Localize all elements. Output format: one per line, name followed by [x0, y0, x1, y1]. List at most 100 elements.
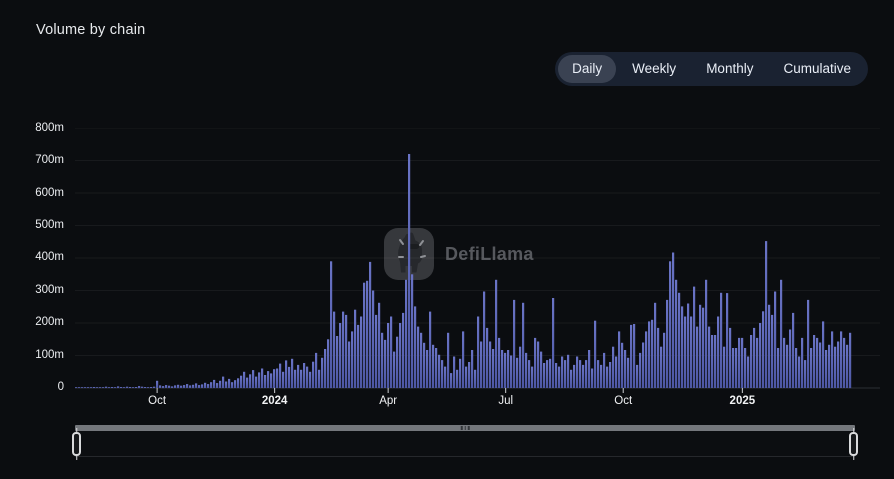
bar[interactable]: [762, 311, 765, 388]
bar[interactable]: [438, 354, 441, 388]
bar[interactable]: [396, 336, 399, 389]
bar[interactable]: [144, 387, 147, 388]
tab-cumulative[interactable]: Cumulative: [783, 61, 851, 76]
bar[interactable]: [606, 366, 609, 388]
bar[interactable]: [129, 387, 132, 388]
bar[interactable]: [789, 329, 792, 389]
bar[interactable]: [345, 314, 348, 388]
bar[interactable]: [474, 369, 477, 388]
bar[interactable]: [468, 362, 471, 388]
bar[interactable]: [429, 311, 432, 388]
bar[interactable]: [489, 341, 492, 389]
bar[interactable]: [651, 319, 654, 389]
bar[interactable]: [771, 314, 774, 388]
bar[interactable]: [75, 387, 78, 388]
bar[interactable]: [108, 387, 111, 388]
bar[interactable]: [687, 303, 690, 389]
bar[interactable]: [294, 369, 297, 388]
bar[interactable]: [252, 370, 255, 388]
bar[interactable]: [579, 360, 582, 388]
bar[interactable]: [132, 387, 135, 388]
bar[interactable]: [738, 337, 741, 388]
bar[interactable]: [726, 293, 729, 388]
bar[interactable]: [564, 360, 567, 388]
bar[interactable]: [849, 332, 852, 389]
bar[interactable]: [267, 371, 270, 388]
bar[interactable]: [198, 385, 201, 388]
bar[interactable]: [309, 371, 312, 389]
bar[interactable]: [147, 387, 150, 388]
bar[interactable]: [390, 316, 393, 389]
bar[interactable]: [117, 386, 120, 388]
bar[interactable]: [405, 279, 408, 388]
bar[interactable]: [807, 299, 810, 388]
bar[interactable]: [597, 360, 600, 388]
bar[interactable]: [114, 387, 117, 388]
bar[interactable]: [624, 350, 627, 388]
bar[interactable]: [846, 344, 849, 388]
bar[interactable]: [93, 387, 96, 388]
bar[interactable]: [654, 302, 657, 388]
bar[interactable]: [543, 363, 546, 388]
bar[interactable]: [804, 360, 807, 388]
bar[interactable]: [216, 383, 219, 388]
bar[interactable]: [369, 261, 372, 388]
bar[interactable]: [843, 337, 846, 388]
bar[interactable]: [435, 348, 438, 388]
bar[interactable]: [531, 366, 534, 388]
bar[interactable]: [681, 306, 684, 388]
bar[interactable]: [573, 364, 576, 388]
bar[interactable]: [831, 331, 834, 388]
bar[interactable]: [246, 377, 249, 388]
slider-right-handle[interactable]: [849, 432, 858, 456]
bar[interactable]: [666, 299, 669, 388]
bar[interactable]: [141, 386, 144, 388]
bar[interactable]: [324, 349, 327, 388]
bar[interactable]: [450, 373, 453, 389]
bar[interactable]: [225, 381, 228, 389]
bar[interactable]: [204, 382, 207, 388]
bar[interactable]: [486, 327, 489, 388]
bar[interactable]: [444, 366, 447, 388]
bar[interactable]: [741, 337, 744, 388]
bar[interactable]: [594, 320, 597, 388]
bar[interactable]: [111, 387, 114, 388]
bar[interactable]: [276, 368, 279, 389]
bar[interactable]: [156, 380, 159, 388]
bar[interactable]: [492, 349, 495, 388]
bar[interactable]: [717, 316, 720, 389]
bar[interactable]: [243, 371, 246, 389]
bar[interactable]: [399, 323, 402, 388]
bar[interactable]: [90, 387, 93, 388]
bar[interactable]: [603, 352, 606, 388]
bar[interactable]: [678, 292, 681, 388]
bar[interactable]: [618, 331, 621, 388]
bar[interactable]: [747, 356, 750, 389]
bar[interactable]: [291, 358, 294, 389]
slider-grip-icon[interactable]: [460, 426, 470, 430]
bar[interactable]: [534, 337, 537, 388]
bar[interactable]: [501, 350, 504, 388]
bar[interactable]: [228, 378, 231, 388]
bar[interactable]: [657, 327, 660, 388]
bar[interactable]: [549, 358, 552, 389]
bar[interactable]: [819, 342, 822, 389]
tab-weekly[interactable]: Weekly: [632, 61, 677, 76]
bar[interactable]: [780, 279, 783, 388]
bar[interactable]: [453, 356, 456, 389]
bar[interactable]: [87, 387, 90, 388]
bar[interactable]: [522, 302, 525, 388]
bar[interactable]: [384, 339, 387, 388]
bar[interactable]: [207, 384, 210, 388]
bar[interactable]: [84, 387, 87, 388]
bar[interactable]: [708, 326, 711, 388]
bar[interactable]: [339, 323, 342, 388]
bar[interactable]: [759, 323, 762, 388]
bar[interactable]: [441, 360, 444, 388]
bar[interactable]: [477, 316, 480, 389]
bar[interactable]: [636, 364, 639, 388]
bar[interactable]: [558, 366, 561, 388]
bar[interactable]: [168, 385, 171, 388]
tab-monthly[interactable]: Monthly: [706, 61, 754, 76]
bar[interactable]: [567, 354, 570, 388]
